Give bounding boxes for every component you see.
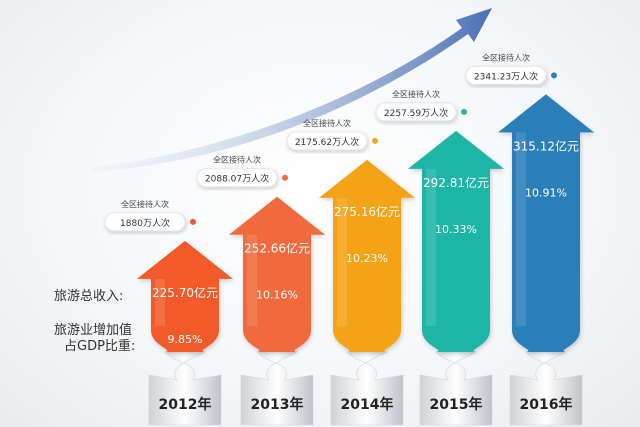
- income-label: 292.81亿元: [423, 175, 489, 190]
- year-label: 2014年: [341, 396, 394, 413]
- visitors-value: 2088.07万人次: [205, 173, 269, 185]
- visitors-pill: [465, 65, 547, 85]
- gdp-share-label: 10.33%: [435, 223, 477, 236]
- arrow-bar-shape: [319, 159, 415, 352]
- arrow-twist: [148, 351, 222, 426]
- visitors-caption: 全区接待人次: [121, 199, 169, 209]
- arrow-bar-0: 225.70亿元 9.85% 2012年 全区接待人次 1880万人次: [104, 199, 233, 426]
- visitors-value: 2341.23万人次: [474, 70, 538, 82]
- income-label: 275.16亿元: [334, 204, 400, 219]
- visitors-caption: 全区接待人次: [392, 89, 440, 99]
- visitors-caption: 全区接待人次: [213, 155, 261, 165]
- visitors-value: 1880万人次: [120, 217, 170, 229]
- arrow-twist: [509, 351, 583, 426]
- visitors-pill: [286, 131, 368, 151]
- income-row-label: 旅游总收入:: [54, 289, 124, 304]
- income-label: 225.70亿元: [152, 285, 218, 300]
- visitors-dot: [551, 72, 557, 79]
- visitors-caption: 全区接待人次: [303, 118, 351, 128]
- visitors-dot: [461, 108, 467, 115]
- visitors-pill: [375, 102, 457, 122]
- arrow-twist: [419, 351, 493, 426]
- gdp-row-label-line2: 占GDP比重:: [64, 339, 136, 354]
- arrow-bar-2: 275.16亿元 10.23% 2014年 全区接待人次 2175.62万人次: [286, 118, 415, 426]
- arrow-bar-shape: [408, 130, 504, 352]
- income-label: 252.66亿元: [244, 241, 310, 256]
- year-label: 2013年: [251, 396, 304, 413]
- gdp-row-label-line1: 旅游业增加值: [54, 323, 133, 338]
- arrow-highlight: [247, 234, 257, 326]
- income-label: 315.12亿元: [513, 138, 579, 153]
- arrow-bar-3: 292.81亿元 10.33% 2015年 全区接待人次 2257.59万人次: [375, 89, 504, 426]
- arrow-bar-shape: [229, 196, 325, 352]
- arrow-bar-1: 252.66亿元 10.16% 2013年 全区接待人次 2088.07万人次: [196, 155, 325, 426]
- visitors-value: 2257.59万人次: [384, 107, 448, 119]
- visitors-value: 2175.62万人次: [295, 136, 359, 148]
- gdp-share-label: 10.91%: [525, 186, 567, 199]
- visitors-pill: [104, 212, 186, 232]
- visitors-dot: [282, 174, 288, 181]
- gdp-share-label: 10.23%: [346, 252, 388, 265]
- year-label: 2016年: [520, 396, 573, 413]
- arrow-bar-shape: [137, 240, 233, 352]
- arrow-highlight: [426, 168, 436, 326]
- arrow-twist: [240, 351, 314, 426]
- year-label: 2012年: [159, 396, 212, 413]
- year-label: 2015年: [430, 396, 483, 413]
- arrow-highlight: [337, 197, 347, 326]
- visitors-dot: [190, 218, 196, 225]
- arrow-highlight: [155, 278, 165, 326]
- arrow-twist: [330, 351, 404, 426]
- arrow-bar-shape: [498, 94, 594, 352]
- gdp-share-label: 10.16%: [256, 289, 298, 302]
- arrow-bar-4: 315.12亿元 10.91% 2016年 全区接待人次 2341.23万人次: [465, 52, 594, 426]
- gdp-share-label: 9.85%: [168, 333, 203, 346]
- arrow-highlight: [516, 132, 526, 326]
- visitors-pill: [196, 168, 278, 188]
- visitors-caption: 全区接待人次: [482, 52, 530, 62]
- visitors-dot: [372, 137, 378, 144]
